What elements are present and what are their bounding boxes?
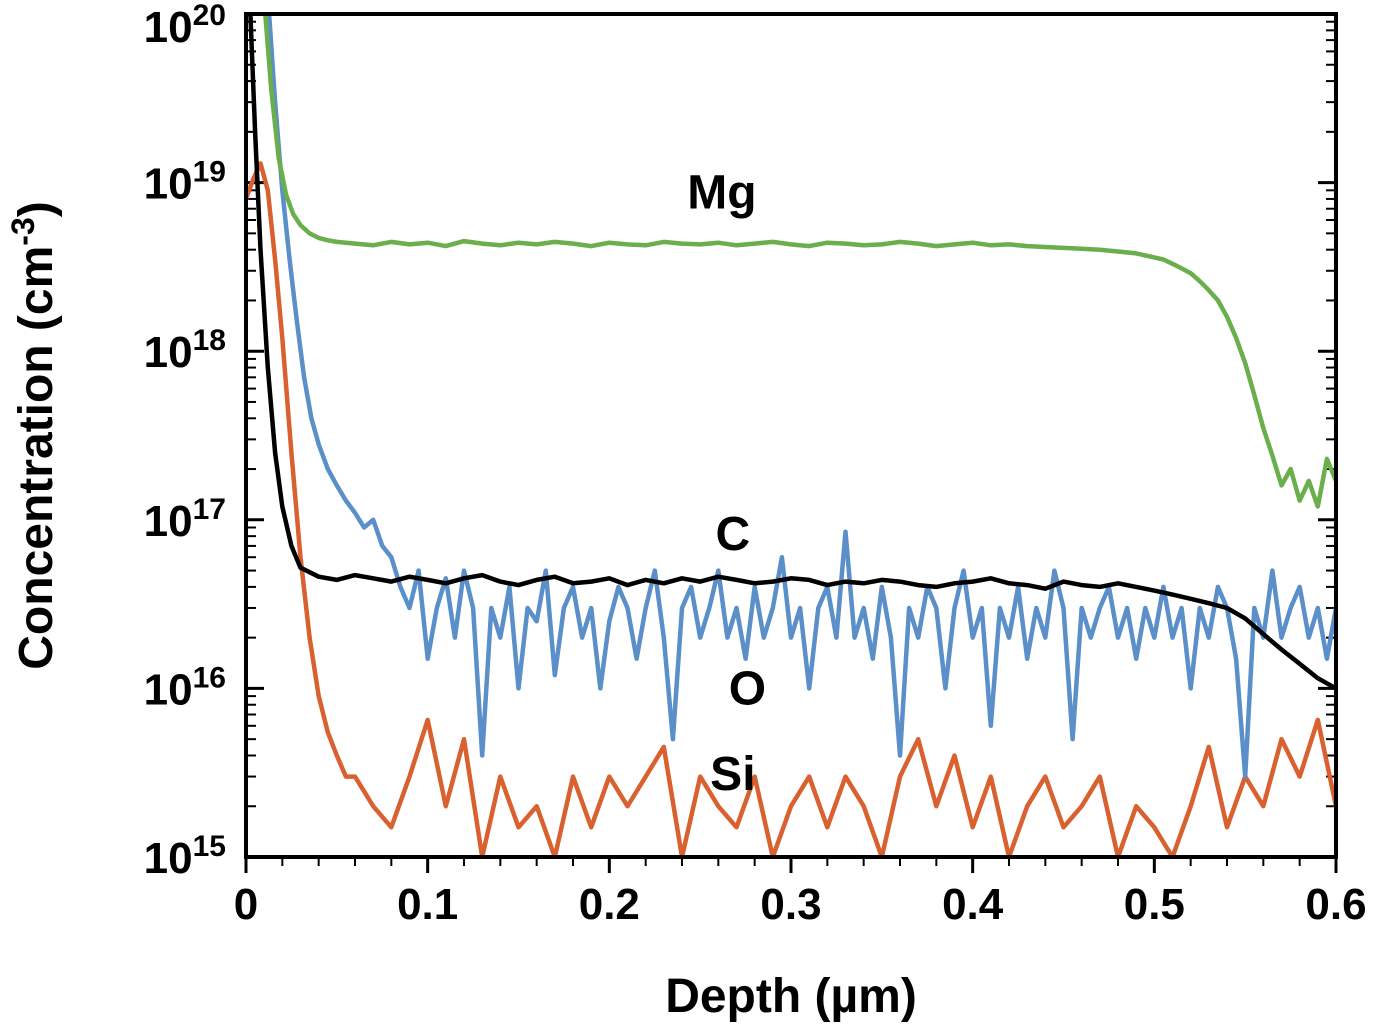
x-tick-label-0.5: 0.5 bbox=[1124, 880, 1185, 929]
y-tick-label-1e18: 1018 bbox=[144, 324, 226, 377]
y-tick-label-1e20: 1020 bbox=[144, 0, 226, 52]
y-axis-title: Concentration (cm-3) bbox=[5, 201, 63, 669]
x-tick-label-0.2: 0.2 bbox=[579, 880, 640, 929]
x-tick-label-0.6: 0.6 bbox=[1305, 880, 1366, 929]
y-axis-ticks bbox=[246, 12, 1336, 859]
plot-frame bbox=[244, 12, 1338, 859]
x-axis-title: Depth (µm) bbox=[665, 970, 917, 1023]
c-series-line bbox=[248, 14, 1336, 691]
x-axis-ticks bbox=[244, 857, 1338, 873]
o-series-label: O bbox=[729, 663, 766, 716]
mg-series-label: Mg bbox=[687, 167, 756, 220]
x-tick-label-0.3: 0.3 bbox=[760, 880, 821, 929]
x-tick-label-0.4: 0.4 bbox=[942, 880, 1004, 929]
si-series-label: Si bbox=[710, 748, 755, 801]
y-tick-label-1e15: 1015 bbox=[144, 830, 226, 883]
series-lines bbox=[246, 14, 1336, 857]
x-tick-label-0.1: 0.1 bbox=[397, 880, 458, 929]
o-series-line bbox=[266, 14, 1336, 779]
c-series-label: C bbox=[716, 508, 751, 561]
x-tick-label-0: 0 bbox=[234, 880, 258, 929]
y-tick-label-1e16: 1016 bbox=[144, 661, 226, 714]
y-tick-label-1e17: 1017 bbox=[144, 493, 226, 546]
si-series-line bbox=[246, 161, 1336, 857]
y-tick-label-1e19: 1019 bbox=[144, 156, 226, 209]
mg-series-line bbox=[263, 14, 1336, 509]
